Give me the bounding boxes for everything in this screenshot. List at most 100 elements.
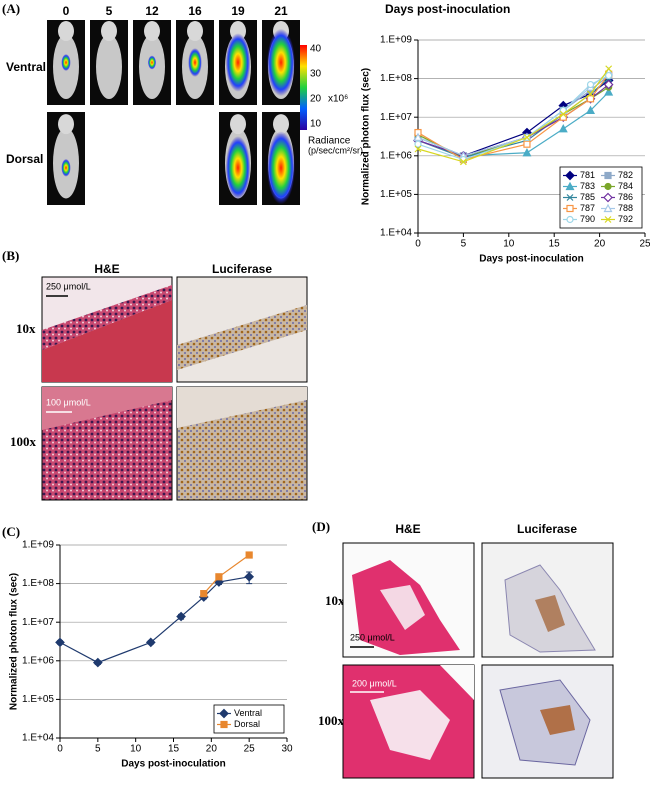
row-label: 10x: [325, 593, 345, 608]
chart-title: Days post-inoculation: [385, 2, 510, 16]
x-tick-label: 15: [168, 744, 180, 755]
mouse-head: [101, 21, 117, 42]
imaging-grid: [47, 20, 300, 205]
x-tick-label: 25: [244, 744, 256, 755]
mouse-head: [230, 114, 246, 135]
colorbar: [300, 45, 307, 130]
colorbar-tick: 10: [310, 119, 322, 130]
signal: [61, 158, 71, 177]
mouse-head: [273, 114, 289, 135]
day-label: 5: [106, 4, 113, 18]
mouse-head: [187, 21, 203, 42]
legend-label: 781: [580, 170, 595, 180]
signal: [267, 28, 295, 97]
marker: [558, 124, 568, 133]
signal: [225, 136, 251, 200]
mouse-head: [144, 21, 160, 42]
marker: [586, 105, 596, 115]
marker: [176, 611, 186, 622]
colorbar-scale: x10⁶: [328, 94, 348, 105]
legend-label: 788: [618, 203, 633, 213]
mouse-body: [96, 34, 122, 100]
x-tick-label: 25: [639, 239, 650, 250]
y-tick-label: 1.E+09: [380, 35, 412, 46]
tissue: [380, 585, 425, 630]
marker: [214, 577, 224, 587]
tissue: [177, 387, 307, 428]
y-tick-label: 1.E+04: [22, 733, 54, 744]
x-tick-label: 5: [95, 744, 101, 755]
scale-bar-label: 100 μmol/L: [46, 397, 91, 407]
x-tick-label: 0: [415, 239, 421, 250]
x-tick-label: 0: [57, 744, 63, 755]
series-line: [417, 68, 610, 163]
tissue: [535, 595, 565, 632]
signal: [225, 33, 251, 92]
tissue: [370, 690, 450, 760]
legend-marker: [220, 720, 228, 729]
colorbar-title: Radiance: [308, 136, 351, 147]
tissue: [42, 300, 172, 382]
histology-luc-100x: [481, 664, 614, 779]
tissue: [42, 387, 172, 430]
signal: [61, 54, 71, 71]
tissue: [540, 705, 575, 735]
marker: [55, 637, 65, 648]
row-label: Ventral: [6, 60, 46, 74]
x-tick-label: 20: [206, 744, 218, 755]
column-label: H&E: [395, 522, 420, 536]
day-label: 0: [63, 4, 70, 18]
day-label: 16: [188, 4, 202, 18]
legend-label: 785: [580, 192, 595, 202]
legend-label: Ventral: [234, 708, 262, 718]
row-label: Dorsal: [6, 152, 43, 166]
tissue: [177, 305, 307, 370]
series-line: [203, 554, 250, 595]
marker: [414, 145, 422, 153]
panel-label: (D): [312, 519, 330, 534]
legend-marker: [604, 171, 612, 180]
marker: [215, 573, 223, 581]
legend-label: 783: [580, 181, 595, 191]
legend-marker: [566, 215, 574, 224]
x-axis-title: Days post-inoculation: [479, 254, 583, 265]
panel-label: (B): [2, 248, 19, 263]
colorbar-title: (p/sec/cm²/sr): [308, 145, 363, 155]
x-tick-label: 10: [503, 239, 515, 250]
row-label: 100x: [10, 434, 37, 449]
x-axis-title: Days post-inoculation: [121, 759, 225, 770]
legend-label: 790: [580, 214, 595, 224]
histology-luc-100x: [176, 386, 308, 501]
marker: [604, 87, 614, 96]
x-tick-label: 20: [594, 239, 606, 250]
legend-marker: [566, 194, 574, 201]
colorbar-tick: 30: [310, 69, 322, 80]
legend-box: [213, 704, 285, 734]
marker: [586, 80, 595, 89]
legend-marker: [565, 181, 575, 191]
marker: [605, 71, 613, 80]
x-tick-label: 10: [130, 744, 142, 755]
colorbar-tick: 40: [310, 44, 322, 55]
marker: [459, 158, 467, 166]
marker: [413, 132, 423, 141]
signal: [267, 131, 295, 205]
signal: [188, 48, 202, 77]
y-axis-title: Normalized photon flux (sec): [9, 573, 20, 710]
marker: [587, 90, 594, 98]
marker: [522, 147, 532, 157]
row-label: 100x: [318, 713, 345, 728]
day-label: 12: [145, 4, 159, 18]
column-label: H&E: [94, 262, 119, 276]
series-line: [417, 73, 610, 161]
marker: [523, 133, 531, 141]
scale-bar-label: 250 μmol/L: [350, 632, 395, 642]
mouse-head: [58, 21, 74, 42]
legend-label: 786: [618, 192, 633, 202]
y-tick-label: 1.E+09: [22, 540, 54, 551]
y-tick-label: 1.E+07: [22, 617, 54, 628]
day-label: 21: [274, 4, 288, 18]
marker: [605, 65, 613, 73]
histology-he-100x: [342, 664, 475, 779]
